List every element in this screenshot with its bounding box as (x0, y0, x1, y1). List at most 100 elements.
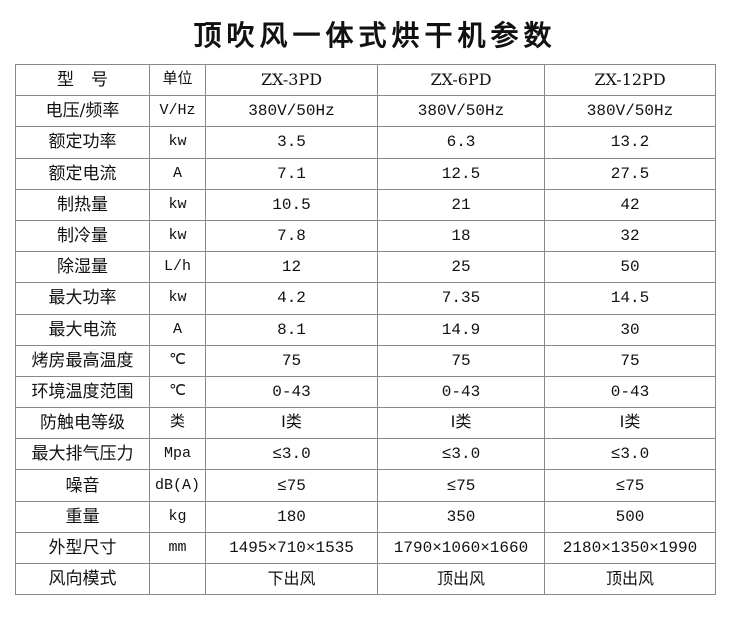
cell-zx-6pd: 顶出风 (377, 562, 545, 596)
cell-zx-3pd: 0-43 (205, 375, 378, 409)
cell-zx-12pd: 380V/50Hz (544, 95, 716, 128)
cell-zx-6pd: 7.35 (377, 282, 545, 315)
cell-zx-3pd: 下出风 (205, 562, 378, 596)
cell-unit: L/h (149, 251, 206, 284)
cell-zx-12pd: 27.5 (544, 157, 716, 190)
cell-param-name: 重量 (15, 500, 150, 533)
cell-zx-3pd: 380V/50Hz (205, 95, 378, 128)
cell-zx-3pd: 10.5 (205, 188, 378, 221)
table-row: 额定功率 kw 3.5 6.3 13.2 (15, 126, 716, 159)
cell-zx-6pd: 18 (377, 219, 545, 253)
cell-param-name: 环境温度范围 (15, 375, 150, 409)
cell-zx-3pd: 1495×710×1535 (205, 531, 378, 565)
table-row: 外型尺寸 mm 1495×710×1535 1790×1060×1660 2180×13… (15, 531, 716, 565)
cell-zx-3pd: 75 (205, 344, 378, 377)
cell-zx-12pd: ≤3.0 (544, 438, 716, 471)
cell-unit (149, 562, 206, 596)
header-zx-3pd: ZX-3PD (205, 63, 378, 97)
cell-unit: ℃ (149, 344, 206, 377)
cell-zx-3pd: 180 (205, 500, 378, 533)
cell-unit: ℃ (149, 375, 206, 409)
cell-param-name: 额定功率 (15, 126, 150, 159)
cell-zx-12pd: 32 (544, 219, 716, 253)
cell-param-name: 额定电流 (15, 157, 150, 190)
cell-param-name: 除湿量 (15, 251, 150, 284)
table-row: 电压/频率 V/Hz 380V/50Hz 380V/50Hz 380V/50Hz (15, 95, 716, 128)
table-row: 噪音 dB(A) ≤75 ≤75 ≤75 (15, 469, 716, 502)
cell-zx-12pd: Ⅰ类 (544, 407, 716, 440)
cell-zx-6pd: 12.5 (377, 157, 545, 190)
cell-zx-6pd: ≤3.0 (377, 438, 545, 471)
cell-zx-6pd: Ⅰ类 (377, 407, 545, 440)
table-row: 重量 kg 180 350 500 (15, 500, 716, 533)
table-row: 额定电流 A 7.1 12.5 27.5 (15, 157, 716, 190)
cell-zx-12pd: 2180×1350×1990 (544, 531, 716, 565)
table-row: 除湿量 L/h 12 25 50 (15, 251, 716, 284)
cell-zx-12pd: 30 (544, 313, 716, 346)
table-row: 最大排气压力 Mpa ≤3.0 ≤3.0 ≤3.0 (15, 438, 716, 471)
cell-param-name: 外型尺寸 (15, 531, 150, 565)
cell-unit: dB(A) (149, 469, 206, 502)
cell-zx-3pd: 7.8 (205, 219, 378, 253)
cell-zx-3pd: ≤3.0 (205, 438, 378, 471)
cell-unit: kg (149, 500, 206, 533)
header-zx-6pd: ZX-6PD (377, 63, 545, 97)
cell-zx-6pd: 1790×1060×1660 (377, 531, 545, 565)
cell-unit: A (149, 313, 206, 346)
cell-zx-6pd: 6.3 (377, 126, 545, 159)
table-row: 防触电等级类 Ⅰ类 Ⅰ类 Ⅰ类 (15, 407, 716, 440)
cell-zx-12pd: 75 (544, 344, 716, 377)
page-title: 顶吹风一体式烘干机参数 (193, 19, 557, 52)
table-row: 风向模式 下出风 顶出风 顶出风 (15, 562, 716, 596)
cell-zx-6pd: 75 (377, 344, 545, 377)
cell-param-name: 电压/频率 (15, 95, 150, 128)
cell-unit: kw (149, 219, 206, 253)
cell-zx-3pd: 8.1 (205, 313, 378, 346)
cell-zx-3pd: 12 (205, 251, 378, 284)
cell-zx-6pd: 25 (377, 251, 545, 284)
cell-zx-12pd: 14.5 (544, 282, 716, 315)
cell-unit: A (149, 157, 206, 190)
cell-zx-6pd: 350 (377, 500, 545, 533)
table-row: 烤房最高温度 ℃ 75 75 75 (15, 344, 716, 377)
cell-unit: kw (149, 126, 206, 159)
cell-param-name: 最大功率 (15, 282, 150, 315)
table-row: 最大电流 A 8.1 14.9 30 (15, 313, 716, 346)
cell-zx-6pd: 21 (377, 188, 545, 221)
cell-unit: V/Hz (149, 95, 206, 128)
cell-zx-12pd: 0-43 (544, 375, 716, 409)
cell-unit: Mpa (149, 438, 206, 471)
cell-zx-12pd: 顶出风 (544, 562, 716, 596)
cell-zx-3pd: ≤75 (205, 469, 378, 502)
table-header-row: 型 号单位 ZX-3PD ZX-6PD ZX-12PD (15, 63, 716, 97)
header-zx-12pd: ZX-12PD (544, 63, 716, 97)
cell-zx-12pd: ≤75 (544, 469, 716, 502)
cell-zx-6pd: 0-43 (377, 375, 545, 409)
cell-unit: kw (149, 282, 206, 315)
cell-zx-3pd: 3.5 (205, 126, 378, 159)
cell-zx-6pd: 14.9 (377, 313, 545, 346)
cell-zx-6pd: ≤75 (377, 469, 545, 502)
cell-param-name: 噪音 (15, 469, 150, 502)
table-row: 最大功率 kw 4.2 7.35 14.5 (15, 282, 716, 315)
cell-unit: mm (149, 531, 206, 565)
cell-param-name: 制冷量 (15, 219, 150, 253)
cell-zx-12pd: 500 (544, 500, 716, 533)
cell-param-name: 烤房最高温度 (15, 344, 150, 377)
cell-param-name: 最大排气压力 (15, 438, 150, 471)
cell-zx-12pd: 50 (544, 251, 716, 284)
table-row: 制冷量 kw 7.8 18 32 (15, 219, 716, 253)
table-row: 环境温度范围 ℃ 0-43 0-43 0-43 (15, 375, 716, 409)
cell-param-name: 防触电等级 (15, 407, 150, 440)
cell-zx-3pd: Ⅰ类 (205, 407, 378, 440)
spec-table: 型 号单位 ZX-3PD ZX-6PD ZX-12PD 电压/频率 V/Hz 380V/5… (15, 63, 716, 596)
cell-zx-3pd: 4.2 (205, 282, 378, 315)
cell-param-name: 最大电流 (15, 313, 150, 346)
cell-param-name: 制热量 (15, 188, 150, 221)
cell-zx-6pd: 380V/50Hz (377, 95, 545, 128)
cell-zx-12pd: 13.2 (544, 126, 716, 159)
cell-param-name: 风向模式 (15, 562, 150, 596)
header-param-name: 型 号 (15, 63, 150, 97)
cell-unit: 类 (149, 407, 206, 440)
cell-unit: kw (149, 188, 206, 221)
